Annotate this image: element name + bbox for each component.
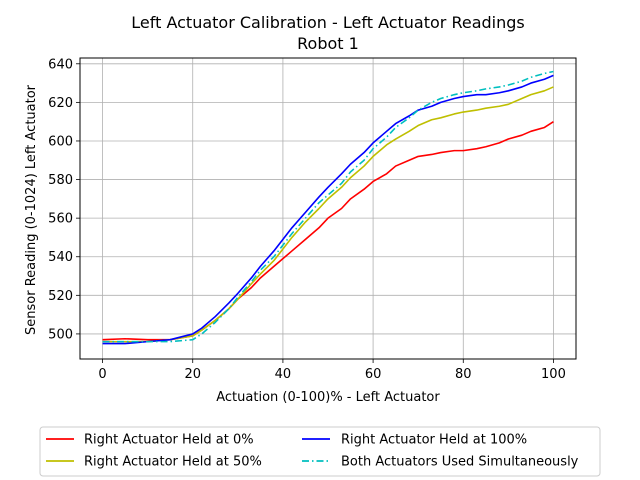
x-tick-label: 100 xyxy=(541,367,566,382)
series-line-both-actuators-used-simultaneously xyxy=(102,70,554,343)
y-tick-label: 520 xyxy=(48,289,73,304)
y-tick-label: 580 xyxy=(48,173,73,188)
chart-subtitle: Robot 1 xyxy=(297,34,359,53)
axis-ticks: 0 20 40 60 80 100 500 520 540 560 580 600 620 640 xyxy=(48,57,566,382)
plot-lines xyxy=(102,70,554,345)
y-tick-label: 620 xyxy=(48,96,73,111)
y-tick-label: 540 xyxy=(48,250,73,265)
series-line-right-actuator-held-at-50 xyxy=(102,86,554,343)
legend-box xyxy=(39,426,601,477)
y-tick-label: 600 xyxy=(48,134,73,149)
x-axis-label: Actuation (0-100)% - Left Actuator xyxy=(216,390,440,405)
grid xyxy=(80,58,576,359)
x-tick-label: 40 xyxy=(275,367,292,382)
series-line-right-actuator-held-at-100 xyxy=(102,74,554,345)
chart-title: Left Actuator Calibration - Left Actuato… xyxy=(131,13,524,32)
plot-area-frame xyxy=(79,57,577,360)
y-tick-label: 500 xyxy=(48,327,73,342)
y-axis-label: Sensor Reading (0-1024) Left Actuator xyxy=(24,84,39,335)
series-line-right-actuator-held-at-0 xyxy=(102,120,554,341)
legend-label-both-actuators-used-simultaneously: Both Actuators Used Simultaneously xyxy=(341,455,579,470)
y-tick-label: 640 xyxy=(48,57,73,72)
x-tick-label: 80 xyxy=(455,367,472,382)
legend-label-right-actuator-held-at-0: Right Actuator Held at 0% xyxy=(84,433,254,448)
x-tick-label: 20 xyxy=(184,367,201,382)
x-tick-label: 60 xyxy=(365,367,382,382)
y-tick-label: 560 xyxy=(48,212,73,227)
legend-label-right-actuator-held-at-50: Right Actuator Held at 50% xyxy=(84,455,262,470)
legend-label-right-actuator-held-at-100: Right Actuator Held at 100% xyxy=(341,433,527,448)
x-tick-label: 0 xyxy=(98,367,106,382)
legend: Right Actuator Held at 0% Right Actuator … xyxy=(39,426,601,477)
